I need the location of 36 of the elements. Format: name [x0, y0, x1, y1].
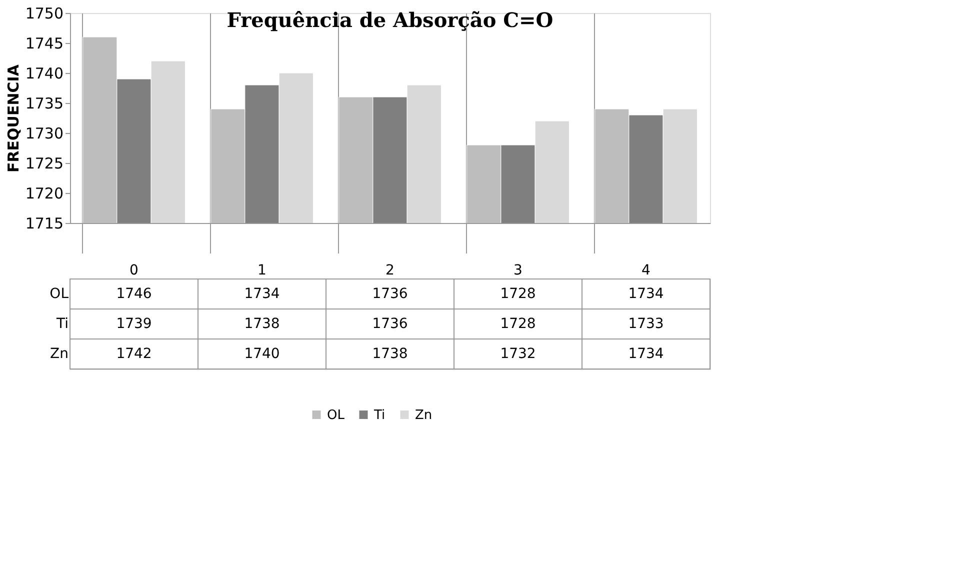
- x-tick-label: 3: [514, 262, 522, 278]
- y-tick-label: 1750: [25, 4, 64, 22]
- text: OL: [50, 286, 68, 302]
- legend-label: Zn: [415, 408, 432, 423]
- text: Ti: [56, 316, 68, 332]
- data-label: 1734: [628, 286, 664, 302]
- data-label: 1736: [372, 286, 408, 302]
- x-tick-label: 0: [130, 262, 138, 278]
- y-axis-title: FREQUENCIA: [4, 64, 22, 172]
- data-label: 1733: [628, 316, 664, 332]
- data-label: 1728: [500, 286, 536, 302]
- data-label: 1742: [116, 346, 152, 362]
- y-tick-label: 1745: [25, 34, 64, 52]
- data-label: 1736: [372, 316, 408, 332]
- data-label: 1734: [628, 346, 664, 362]
- x-tick-label: 2: [386, 262, 394, 278]
- y-tick-label: 1735: [25, 94, 64, 112]
- data-label: 1734: [244, 286, 280, 302]
- y-tick-label: 1730: [25, 124, 64, 142]
- x-tick-label: 4: [642, 262, 651, 278]
- data-label: 1738: [244, 316, 280, 332]
- legend-label: Ti: [373, 408, 386, 423]
- chart-title: Frequência de Absorção C=O: [226, 8, 554, 32]
- data-label: 1740: [244, 346, 280, 362]
- data-label: 1738: [372, 346, 408, 362]
- x-tick-label: 1: [258, 262, 266, 278]
- y-tick-label: 1720: [25, 184, 64, 202]
- data-label: 1739: [116, 316, 152, 332]
- data-label: 1728: [500, 316, 536, 332]
- text: Zn: [50, 346, 68, 362]
- data-label: 1732: [500, 346, 536, 362]
- y-tick-label: 1740: [25, 64, 64, 82]
- data-label: 1746: [116, 286, 152, 302]
- y-tick-label: 1715: [25, 214, 64, 232]
- y-tick-label: 1725: [25, 154, 64, 172]
- legend-label: OL: [327, 408, 346, 423]
